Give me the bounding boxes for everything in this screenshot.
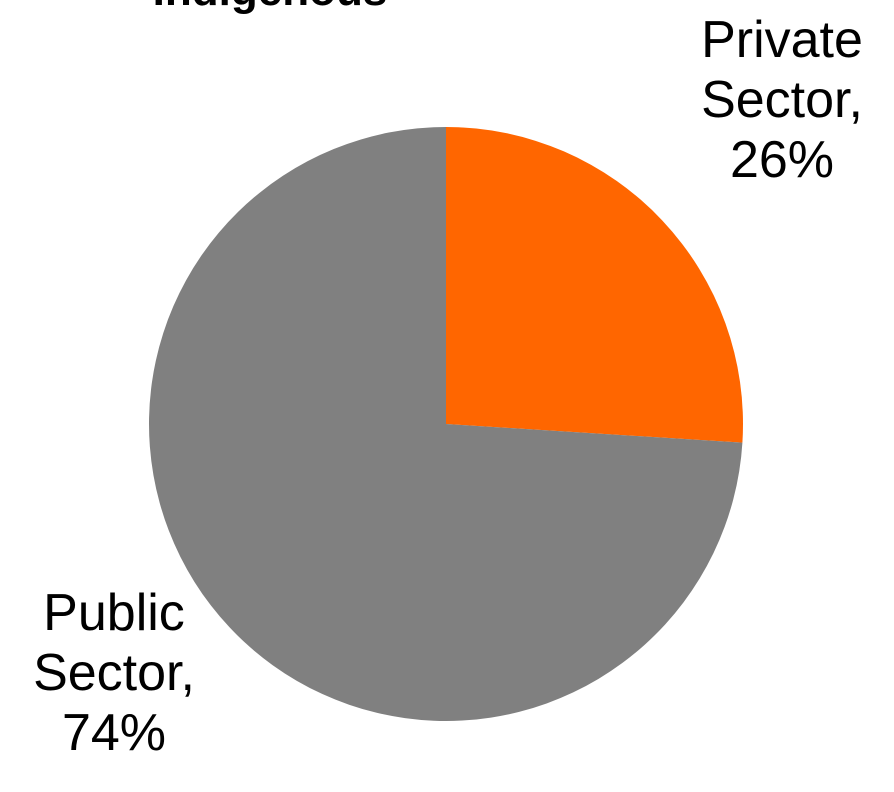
slice-label-public-line1: Public bbox=[43, 584, 185, 642]
slice-label-private-line2: Sector, bbox=[701, 71, 863, 129]
slice-label-public-line2: Sector, bbox=[33, 644, 195, 702]
slice-label-public-value: 74% bbox=[61, 704, 167, 762]
chart-title: Indigenous bbox=[0, 0, 540, 16]
slice-label-private-value: 26% bbox=[729, 131, 835, 189]
pie-slice-public bbox=[148, 127, 743, 721]
slice-label-private-line1: Private bbox=[701, 11, 863, 69]
pie-slice-private bbox=[446, 127, 743, 443]
slice-label-private: Private Sector, 26% bbox=[672, 10, 892, 190]
slice-label-public: Public Sector, 74% bbox=[4, 583, 224, 763]
